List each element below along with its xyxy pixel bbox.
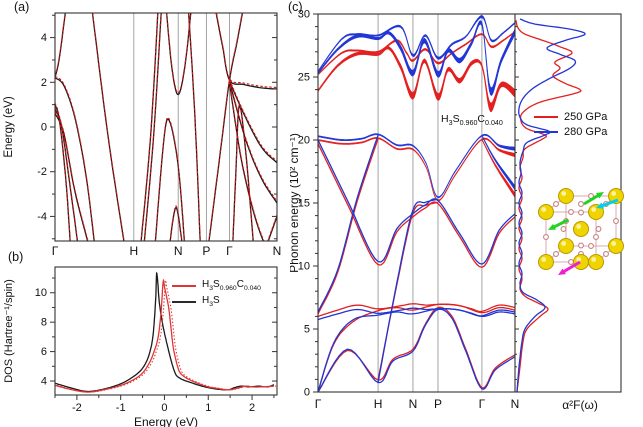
eliashberg-curves <box>515 18 586 392</box>
svg-text:-2: -2 <box>72 402 82 414</box>
svg-text:P: P <box>434 397 442 411</box>
svg-text:0: 0 <box>304 387 310 399</box>
panel-a-label: (a) <box>14 0 30 14</box>
crystal-structure-inset <box>538 188 624 275</box>
svg-text:N: N <box>511 397 520 411</box>
svg-text:20: 20 <box>298 135 310 147</box>
electronic-bands <box>55 13 277 241</box>
panel-c-label: (c) <box>288 0 303 14</box>
svg-text:0: 0 <box>161 402 167 414</box>
svg-text:6: 6 <box>41 346 47 358</box>
svg-text:0: 0 <box>41 122 47 134</box>
svg-text:Γ: Γ <box>479 397 486 411</box>
svg-text:4: 4 <box>41 32 47 44</box>
svg-text:8: 8 <box>41 317 47 329</box>
svg-text:DOS (Hartree⁻¹/spin): DOS (Hartree⁻¹/spin) <box>3 279 15 383</box>
svg-text:10: 10 <box>35 287 47 299</box>
svg-text:Γ: Γ <box>52 244 59 258</box>
svg-text:-4: -4 <box>37 211 47 223</box>
svg-text:5: 5 <box>304 324 310 336</box>
svg-text:H: H <box>374 397 383 411</box>
svg-text:N: N <box>409 397 418 411</box>
svg-text:4: 4 <box>41 376 47 388</box>
svg-text:Phonon energy (10² cm⁻¹): Phonon energy (10² cm⁻¹) <box>290 133 301 273</box>
svg-text:10: 10 <box>298 261 310 273</box>
legend-item: H3S <box>172 295 261 308</box>
svg-text:Γ: Γ <box>226 244 233 258</box>
svg-text:30: 30 <box>298 9 310 21</box>
svg-text:-2: -2 <box>37 166 47 178</box>
legend-item: H3S0.960C0.040 <box>172 279 261 292</box>
panel-c-legend: 250 GPa 280 GPa <box>534 111 607 141</box>
svg-text:-1: -1 <box>116 402 126 414</box>
svg-text:15: 15 <box>298 198 310 210</box>
svg-text:Energy (eV): Energy (eV) <box>134 415 198 427</box>
legend-label: H3S0.960C0.040 <box>202 279 261 292</box>
svg-text:P: P <box>202 244 210 258</box>
svg-text:Γ: Γ <box>315 397 322 411</box>
legend-item: 280 GPa <box>534 126 607 138</box>
legend-item: 250 GPa <box>534 111 607 123</box>
svg-text:Energy (eV): Energy (eV) <box>3 96 15 158</box>
svg-text:N: N <box>273 244 282 258</box>
panel-c-composition-title: H3S0.960C0.040 <box>441 113 503 128</box>
panel-b-legend: H3S0.960C0.040 H3S <box>172 279 261 312</box>
svg-text:N: N <box>174 244 183 258</box>
legend-swatch-red <box>172 284 196 287</box>
legend-label: H3S <box>202 295 220 309</box>
svg-text:H: H <box>129 244 138 258</box>
svg-text:2: 2 <box>249 402 255 414</box>
legend-swatch-black <box>172 301 196 304</box>
svg-text:25: 25 <box>298 72 310 84</box>
legend-swatch-250gpa <box>534 116 558 119</box>
panel-a-band-structure-plot: -4 -2 0 2 4 Γ H N P Γ N Energy (eV) <box>3 12 282 258</box>
svg-text:α²F(ω): α²F(ω) <box>562 398 598 412</box>
svg-text:2: 2 <box>41 77 47 89</box>
phonon-branches <box>318 15 515 392</box>
dos-curves <box>55 271 277 393</box>
legend-label: 250 GPa <box>564 111 608 123</box>
legend-label: 280 GPa <box>564 126 608 139</box>
panel-b-label: (b) <box>8 250 24 264</box>
svg-text:1: 1 <box>205 402 211 414</box>
legend-swatch-280gpa <box>534 131 558 134</box>
panel-b-dos-plot: 4 6 8 10 -2 -1 0 1 2 Energy (eV) DOS (Hartree⁻¹/sp… <box>3 266 278 427</box>
